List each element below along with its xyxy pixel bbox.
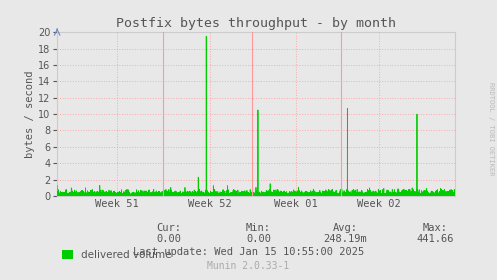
Text: Munin 2.0.33-1: Munin 2.0.33-1 <box>207 261 290 271</box>
Y-axis label: bytes / second: bytes / second <box>25 70 35 158</box>
Title: Postfix bytes throughput - by month: Postfix bytes throughput - by month <box>116 17 396 30</box>
Text: Cur:: Cur: <box>157 223 181 233</box>
Text: 248.19m: 248.19m <box>324 234 367 244</box>
Text: Min:: Min: <box>246 223 271 233</box>
Text: Last update: Wed Jan 15 10:55:00 2025: Last update: Wed Jan 15 10:55:00 2025 <box>133 247 364 257</box>
Text: 441.66: 441.66 <box>416 234 454 244</box>
Text: Max:: Max: <box>422 223 447 233</box>
Text: 0.00: 0.00 <box>246 234 271 244</box>
Legend: delivered volume: delivered volume <box>62 250 171 260</box>
Text: Avg:: Avg: <box>333 223 358 233</box>
Text: RRDTOOL / TOBI OETIKER: RRDTOOL / TOBI OETIKER <box>488 82 494 176</box>
Text: 0.00: 0.00 <box>157 234 181 244</box>
